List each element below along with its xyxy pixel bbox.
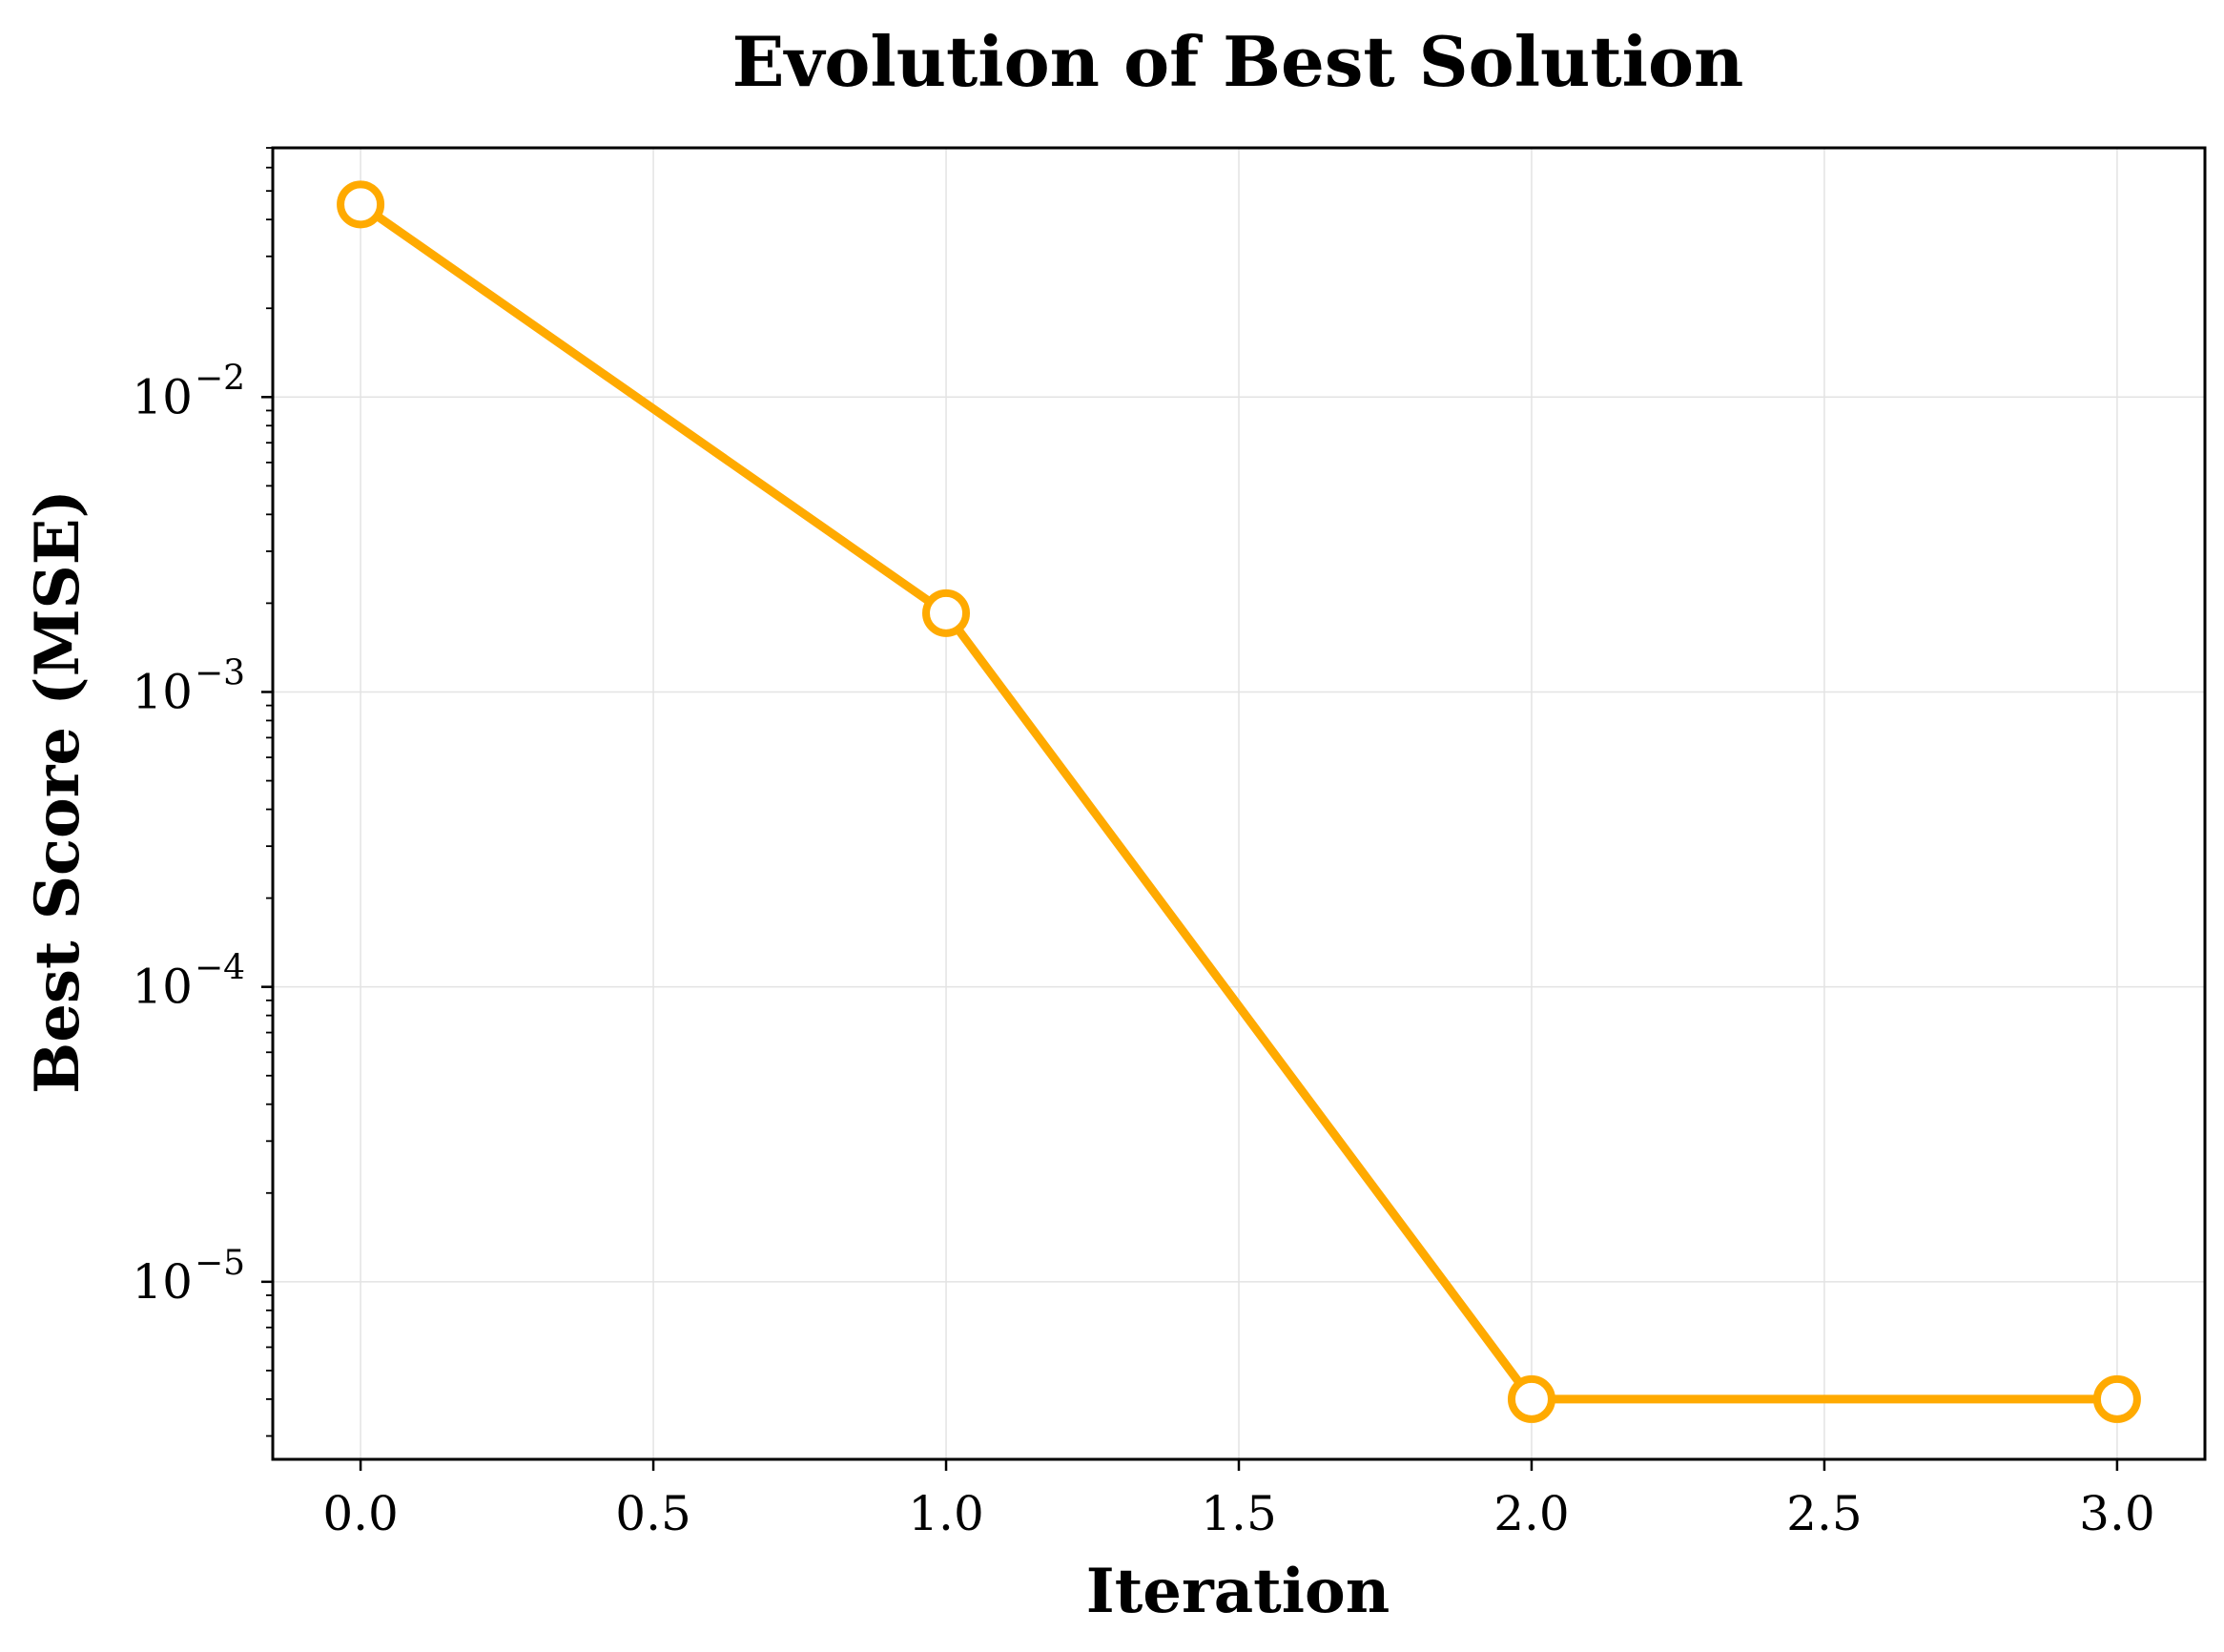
y-tick-label-exponent: −3 — [195, 653, 245, 692]
series-line — [356, 199, 2122, 1404]
y-tick-label-exponent: −5 — [195, 1244, 245, 1283]
y-axis-label: Best Score (MSE) — [22, 489, 93, 1094]
data-point — [2092, 1374, 2141, 1423]
y-tick-label-exponent: −4 — [195, 949, 245, 988]
x-tick-label: 1.0 — [908, 1486, 984, 1541]
x-tick-label: 2.0 — [1493, 1486, 1570, 1541]
grid — [273, 148, 2205, 1459]
x-tick-label: 2.5 — [1786, 1486, 1863, 1541]
y-tick-label: 10 — [132, 1254, 193, 1310]
y-tick-label: 10 — [132, 369, 193, 424]
data-point — [1507, 1374, 1555, 1423]
y-tick-label-exponent: −2 — [195, 359, 245, 398]
data-point — [337, 180, 385, 229]
ticks: 0.0 0.5 1.0 1.5 2.0 2.5 3.010−210−310−410−5 — [132, 147, 2155, 1541]
data-point — [922, 589, 971, 637]
x-tick-label: 3.0 — [2079, 1486, 2155, 1541]
y-tick-label: 10 — [132, 664, 193, 719]
series-layer — [337, 180, 2141, 1423]
x-tick-label: 0.5 — [615, 1486, 691, 1541]
x-axis-label: Iteration — [1086, 1556, 1390, 1627]
x-tick-label: 1.5 — [1201, 1486, 1277, 1541]
chart-title: Evolution of Best Solution — [732, 21, 1744, 102]
x-tick-label: 0.0 — [322, 1486, 399, 1541]
y-tick-label: 10 — [132, 960, 193, 1015]
